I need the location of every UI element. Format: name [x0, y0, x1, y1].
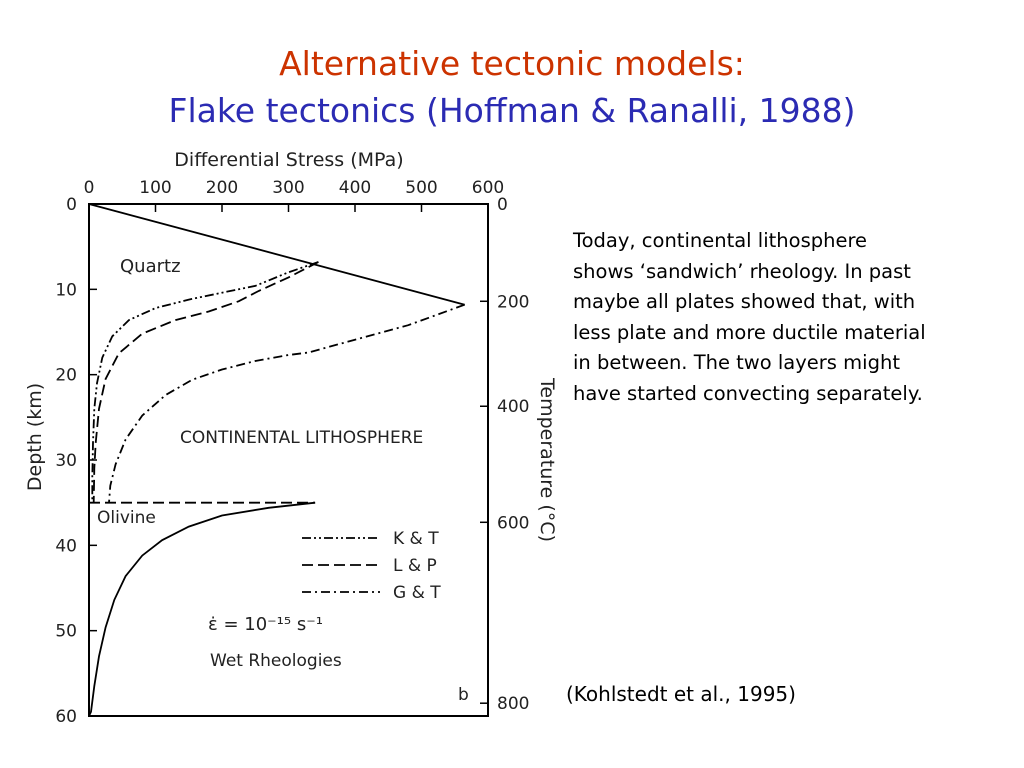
- series-g-t: [108, 303, 466, 503]
- y-tick-label: 10: [55, 280, 77, 300]
- y-tick-label: 0: [66, 195, 77, 215]
- x-tick-label: 500: [405, 178, 437, 198]
- legend-label: K & T: [393, 529, 439, 549]
- y-tick-label: 50: [55, 622, 77, 642]
- x-tick-label: 400: [339, 178, 371, 198]
- series-l-p: [92, 261, 319, 503]
- annotation-region: CONTINENTAL LITHOSPHERE: [180, 428, 423, 448]
- y-tick-label: 20: [55, 366, 77, 386]
- annotation-olivine: Olivine: [97, 508, 156, 528]
- y2-tick-label: 800: [497, 694, 529, 714]
- y2-tick-label: 400: [497, 397, 529, 417]
- legend-label: G & T: [393, 583, 441, 603]
- annotation-strain-rate: ε̇ = 10⁻¹⁵ s⁻¹: [208, 614, 323, 635]
- y2-tick-label: 0: [497, 195, 508, 215]
- citation-text: (Kohlstedt et al., 1995): [566, 682, 796, 706]
- y-tick-label: 40: [55, 536, 77, 556]
- x-tick-label: 300: [272, 178, 304, 198]
- x-tick-label: 0: [84, 178, 95, 198]
- description-text: Today, continental lithosphere shows ‘sa…: [573, 229, 926, 405]
- slide-subtitle: Flake tectonics (Hoffman & Ranalli, 1988…: [168, 91, 856, 130]
- slide-title: Alternative tectonic models:: [279, 44, 745, 83]
- y-tick-label: 60: [55, 707, 77, 727]
- y2-tick-label: 200: [497, 292, 529, 312]
- series-olivine: [88, 501, 316, 717]
- annotation-quartz: Quartz: [120, 256, 181, 277]
- x-tick-label: 600: [472, 178, 504, 198]
- x-tick-label: 100: [139, 178, 171, 198]
- x-tick-label: 200: [206, 178, 238, 198]
- series-brittle: [88, 203, 465, 306]
- y2-axis-label: Temperature (°C): [536, 377, 558, 542]
- series-k-t: [91, 261, 319, 503]
- x-axis-label: Differential Stress (MPa): [174, 149, 403, 171]
- panel-label: b: [458, 685, 469, 705]
- annotation-rheology: Wet Rheologies: [210, 651, 342, 671]
- legend-label: L & P: [393, 556, 437, 576]
- y-tick-label: 30: [55, 451, 77, 471]
- y-axis-label: Depth (km): [24, 383, 46, 491]
- y2-tick-label: 600: [497, 513, 529, 533]
- plot-frame: [88, 203, 489, 717]
